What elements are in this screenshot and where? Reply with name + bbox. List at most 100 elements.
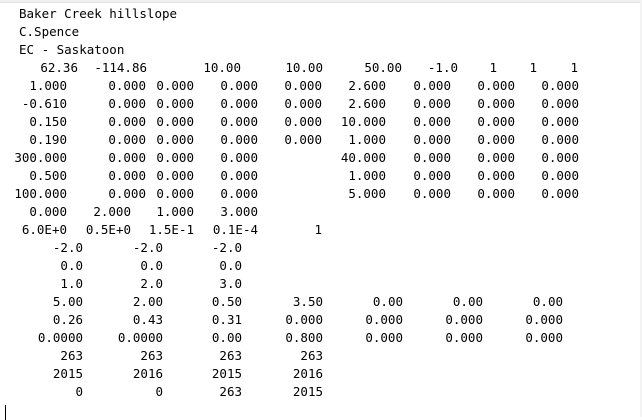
value-cell: 0.000 [413, 132, 451, 147]
value-cell: 2015 [211, 366, 242, 381]
value-cell: 0.5E+0 [85, 222, 131, 237]
text-editor[interactable]: Baker Creek hillslope C.Spence EC - Sask… [0, 5, 640, 420]
value-cell: 0.000 [445, 330, 483, 345]
value-cell: 0.000 [477, 150, 515, 165]
value-cell: 62.36 [40, 60, 78, 75]
value-cell: 50.00 [364, 60, 402, 75]
value-cell: 263 [219, 384, 242, 399]
value-cell: 1 [529, 60, 537, 75]
value-cell: 0.000 [29, 204, 67, 219]
value-cell: 0.000 [284, 96, 322, 111]
value-cell: 0.000 [220, 96, 258, 111]
value-cell: 10.000 [340, 114, 386, 129]
data-line: 0.26 0.43 0.31 0.000 0.000 0.000 0.000 [0, 311, 640, 329]
value-cell: 0.000 [477, 114, 515, 129]
data-line: 1.0 2.0 3.0 [0, 275, 640, 293]
value-cell: 0.000 [108, 132, 146, 147]
value-cell: 2016 [132, 366, 163, 381]
value-cell: 3.0 [219, 276, 242, 291]
value-cell: 10.00 [285, 60, 323, 75]
value-cell: 0.000 [108, 186, 146, 201]
value-cell: 0.000 [156, 168, 194, 183]
value-cell: -2.0 [52, 240, 83, 255]
value-cell: 10.00 [203, 60, 241, 75]
value-cell: 0.000 [477, 96, 515, 111]
value-cell: 2.600 [348, 96, 386, 111]
value-cell: 0.26 [52, 312, 83, 327]
value-cell: 0.000 [284, 78, 322, 93]
text-cursor [5, 405, 6, 420]
data-line: 0.0 0.0 0.0 [0, 257, 640, 275]
value-cell: 0.000 [413, 168, 451, 183]
data-line: 2015 2016 2015 2016 [0, 365, 640, 383]
value-cell: 0.000 [541, 168, 579, 183]
value-cell: 0.0000 [117, 330, 163, 345]
value-cell: 6.0E+0 [21, 222, 67, 237]
value-cell: 0 [75, 384, 83, 399]
value-cell: 0.000 [284, 114, 322, 129]
value-cell: 0.000 [413, 78, 451, 93]
value-cell: 0.000 [156, 78, 194, 93]
value-cell: -2.0 [211, 240, 242, 255]
value-cell: 0.000 [541, 186, 579, 201]
value-cell: 0.000 [525, 330, 563, 345]
value-cell: 0.000 [413, 96, 451, 111]
value-cell: 100.000 [14, 186, 67, 201]
window-top-edge [0, 0, 642, 3]
value-cell: 0.43 [132, 312, 163, 327]
value-cell: 0.000 [541, 114, 579, 129]
header-line-site: Baker Creek hillslope [19, 6, 178, 21]
value-cell: 0 [155, 384, 163, 399]
value-cell: 0.000 [220, 114, 258, 129]
value-cell: -114.86 [94, 60, 147, 75]
data-line: 1.000 0.000 0.000 0.000 0.000 2.600 0.000 0.000… [0, 77, 640, 95]
value-cell: 1.0 [60, 276, 83, 291]
data-line: 100.000 0.000 0.000 0.000 5.000 0.000 0.000 0.0… [0, 185, 640, 203]
data-line: 0.500 0.000 0.000 0.000 1.000 0.000 0.000 0.000 [0, 167, 640, 185]
value-cell: 0.000 [445, 312, 483, 327]
value-cell: 0.00 [532, 294, 563, 309]
value-cell: 0.000 [541, 150, 579, 165]
value-cell: -0.610 [21, 96, 67, 111]
value-cell: 0.800 [285, 330, 323, 345]
value-cell: 0.000 [108, 150, 146, 165]
value-cell: 1 [489, 60, 497, 75]
value-cell: 0.000 [413, 114, 451, 129]
value-cell: -1.0 [427, 60, 458, 75]
value-cell: 0.0000 [37, 330, 83, 345]
header-line-author: C.Spence [19, 24, 80, 39]
data-line: -2.0 -2.0 -2.0 [0, 239, 640, 257]
value-cell: 2016 [292, 366, 323, 381]
value-cell: 1 [314, 222, 322, 237]
value-cell: 263 [60, 348, 83, 363]
data-line: 0 0 263 2015 [0, 383, 640, 401]
value-cell: 0.190 [29, 132, 67, 147]
value-cell: 1 [570, 60, 578, 75]
value-cell: 2.000 [93, 204, 131, 219]
value-cell: 0.0 [60, 258, 83, 273]
value-cell: 0.50 [211, 294, 242, 309]
value-cell: 0.150 [29, 114, 67, 129]
value-cell: 263 [219, 348, 242, 363]
value-cell: 0.1E-4 [212, 222, 258, 237]
value-cell: 0.000 [108, 96, 146, 111]
value-cell: 1.5E-1 [148, 222, 194, 237]
value-cell: 300.000 [14, 150, 67, 165]
vertical-scrollbar[interactable] [640, 0, 642, 417]
value-cell: 0.000 [156, 186, 194, 201]
data-line: 0.0000 0.0000 0.00 0.800 0.000 0.000 0.000 [0, 329, 640, 347]
value-cell: 0.00 [452, 294, 483, 309]
value-cell: 0.000 [477, 186, 515, 201]
value-cell: 0.000 [285, 312, 323, 327]
value-cell: 1.000 [348, 132, 386, 147]
value-cell: 2.600 [348, 78, 386, 93]
value-cell: 0.000 [220, 132, 258, 147]
value-cell: 263 [300, 348, 323, 363]
data-line: 0.000 2.000 1.000 3.000 [0, 203, 640, 221]
value-cell: 0.0 [219, 258, 242, 273]
value-cell: 5.00 [52, 294, 83, 309]
data-line: 263 263 263 263 [0, 347, 640, 365]
value-cell: 1.000 [348, 168, 386, 183]
value-cell: 2.0 [140, 276, 163, 291]
value-cell: 0.00 [211, 330, 242, 345]
